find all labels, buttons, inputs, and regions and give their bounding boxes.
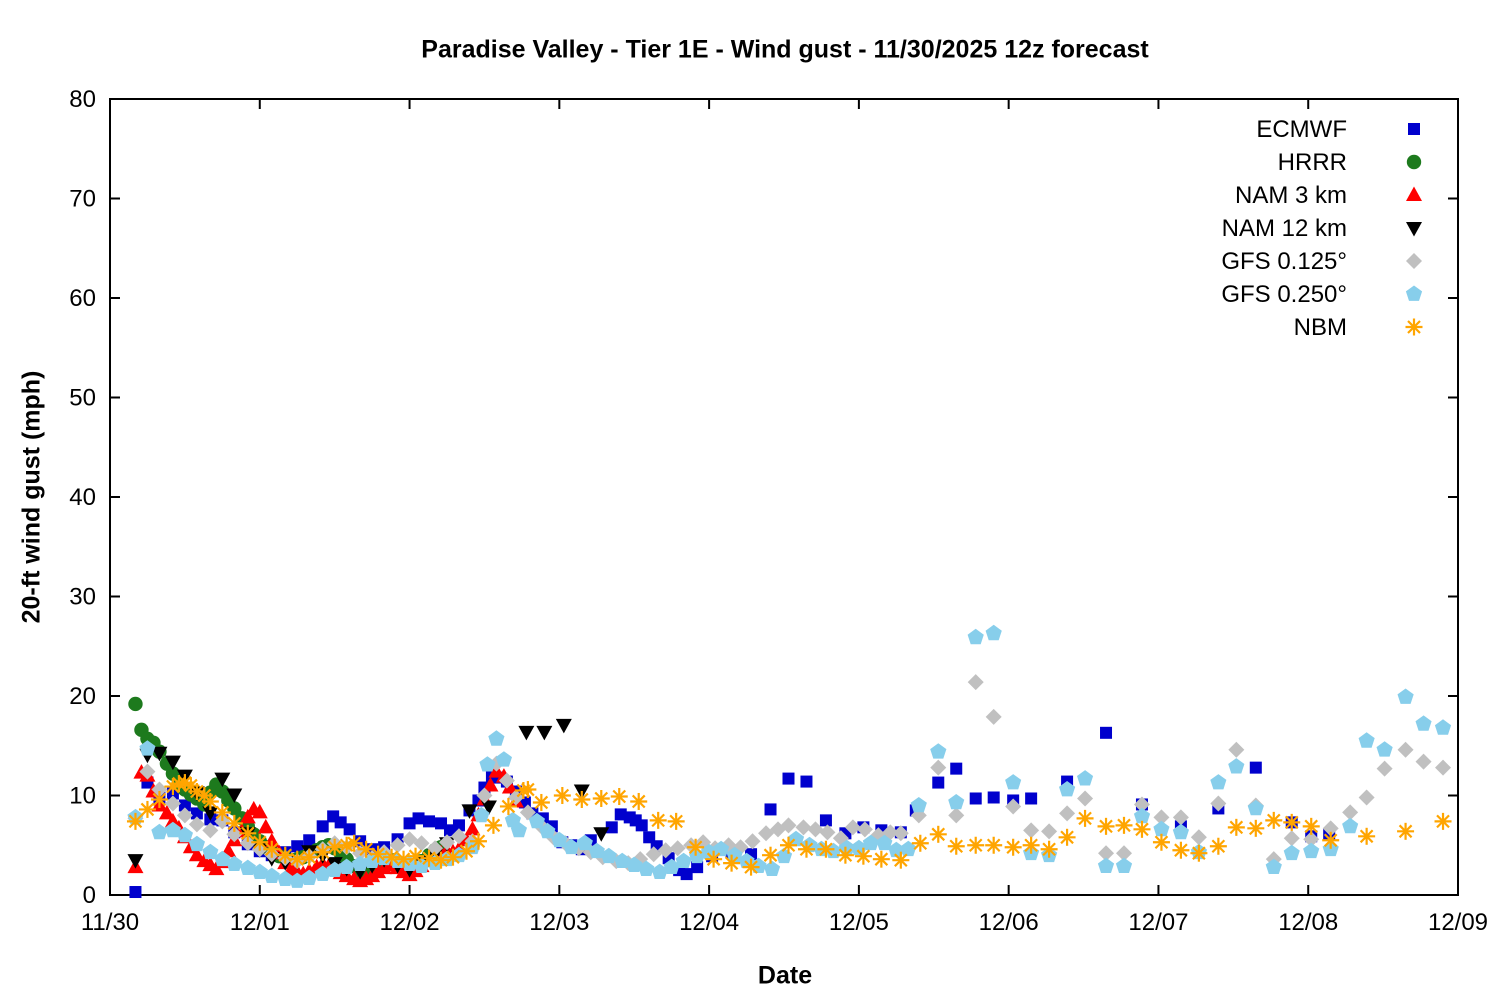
- x-tick-label: 12/01: [230, 909, 290, 936]
- legend-item-gfs-0-125: GFS 0.125°: [1221, 248, 1422, 275]
- y-tick-label: 70: [69, 186, 96, 213]
- legend: ECMWF HRRR NAM 3 km NAM 12 km GFS 0.125° GFS …: [1221, 116, 1423, 341]
- legend-item-nbm: NBM: [1294, 314, 1423, 341]
- y-tick-label: 80: [69, 86, 96, 113]
- legend-marker-circle-icon: [1406, 154, 1422, 170]
- x-tick-label: 12/08: [1278, 909, 1338, 936]
- y-tick-label: 50: [69, 385, 96, 412]
- axis-ticks: 11/30 12/01 12/02 12/03 12/04 12/05 12/06 12/07…: [69, 86, 1488, 936]
- legend-label: GFS 0.125°: [1221, 248, 1347, 275]
- legend-marker-triangle-down-icon: [1406, 222, 1422, 237]
- legend-label: HRRR: [1278, 149, 1347, 176]
- x-tick-label: 12/09: [1428, 909, 1488, 936]
- x-tick-label: 12/06: [979, 909, 1039, 936]
- y-tick-label: 60: [69, 285, 96, 312]
- x-tick-label: 11/30: [81, 909, 139, 936]
- legend-marker-asterisk-icon: [1405, 318, 1423, 336]
- legend-item-hrrr: HRRR: [1278, 149, 1422, 176]
- y-tick-label: 20: [69, 683, 96, 710]
- legend-item-gfs-0-250: GFS 0.250°: [1221, 281, 1423, 308]
- legend-marker-pentagon-icon: [1405, 285, 1423, 301]
- legend-marker-diamond-icon: [1406, 253, 1422, 269]
- y-tick-label: 40: [69, 484, 96, 511]
- x-tick-label: 12/05: [829, 909, 889, 936]
- legend-item-nam-12-km: NAM 12 km: [1222, 215, 1422, 242]
- series-nbm: [126, 774, 1452, 876]
- chart-title: Paradise Valley - Tier 1E - Wind gust - …: [421, 35, 1149, 64]
- y-tick-label: 30: [69, 584, 96, 611]
- legend-label: GFS 0.250°: [1221, 281, 1347, 308]
- legend-item-ecmwf: ECMWF: [1256, 116, 1420, 143]
- x-tick-label: 12/04: [679, 909, 739, 936]
- x-tick-label: 12/07: [1128, 909, 1188, 936]
- legend-label: NBM: [1294, 314, 1347, 341]
- legend-label: NAM 3 km: [1235, 182, 1347, 209]
- legend-item-nam-3-km: NAM 3 km: [1235, 182, 1422, 209]
- y-tick-label: 10: [69, 783, 96, 810]
- legend-label: NAM 12 km: [1222, 215, 1347, 242]
- x-axis-label: Date: [757, 961, 813, 990]
- legend-marker-triangle-up-icon: [1406, 186, 1422, 201]
- y-tick-label: 0: [83, 882, 96, 909]
- legend-marker-square-icon: [1408, 123, 1420, 135]
- x-tick-label: 12/02: [380, 909, 440, 936]
- x-tick-label: 12/03: [529, 909, 589, 936]
- legend-label: ECMWF: [1256, 116, 1347, 143]
